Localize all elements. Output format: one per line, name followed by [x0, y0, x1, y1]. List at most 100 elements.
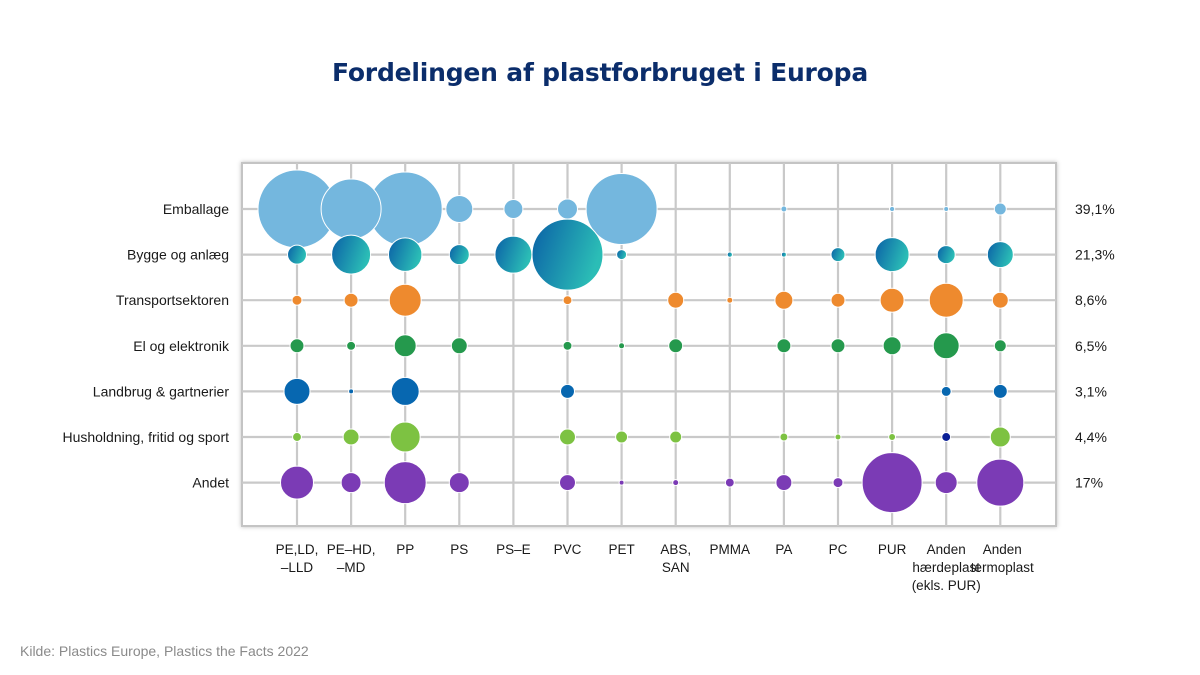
bubble-transportsektoren-col-8: [726, 296, 734, 304]
bubble-andet-col-13: [976, 458, 1025, 507]
bubble-emballage-col-4: [503, 199, 524, 219]
share-label: 21,3%: [1075, 247, 1115, 263]
bubble-bygge-og-anlæg-col-3: [448, 244, 470, 266]
share-label: 4,4%: [1075, 429, 1107, 445]
bubble-el-og-elektronik-col-10: [830, 338, 846, 354]
bubble-husholdning-fritid-og-sport-col-0: [292, 432, 302, 442]
bubble-transportsektoren-col-11: [879, 287, 905, 313]
bubble-transportsektoren-col-5: [562, 295, 573, 306]
column-label: PE–HD, –MD: [327, 542, 376, 575]
bubble-bygge-og-anlæg-col-4: [494, 235, 533, 274]
bubble-bygge-og-anlæg-col-5: [531, 218, 604, 291]
bubble-bygge-og-anlæg-col-2: [387, 237, 423, 272]
bubble-transportsektoren-col-7: [667, 291, 685, 309]
bubble-bygge-og-anlæg-col-10: [830, 247, 846, 263]
column-label: PE,LD, –LLD: [276, 542, 319, 575]
bubble-landbrug-gartnerier-col-0: [283, 377, 311, 405]
column-label: PC: [829, 542, 848, 557]
bubble-transportsektoren-col-1: [343, 292, 359, 308]
bubble-andet-col-8: [724, 477, 735, 488]
column-label: ABS, SAN: [660, 542, 691, 575]
bubble-transportsektoren-col-9: [774, 290, 794, 310]
bubble-andet-col-7: [672, 479, 680, 487]
bubble-el-og-elektronik-col-9: [776, 338, 792, 354]
column-label: PET: [608, 542, 634, 557]
bubble-andet-col-5: [559, 474, 576, 492]
bubble-husholdning-fritid-og-sport-col-7: [669, 430, 683, 444]
bubble-landbrug-gartnerier-col-5: [560, 383, 575, 399]
chart-title: Fordelingen af plastforbruget i Europa: [331, 58, 869, 87]
bubble-bygge-og-anlæg-col-8: [726, 251, 733, 258]
bubble-landbrug-gartnerier-col-13: [992, 383, 1008, 399]
share-label: 6,5%: [1075, 338, 1107, 354]
share-labels: 39,1% 21,3% 8,6% 6,5% 3,1% 4,4% 17%: [1075, 201, 1115, 491]
bubble-transportsektoren-col-10: [830, 292, 846, 308]
row-labels: Emballage Bygge og anlæg Transportsektoren…: [62, 201, 230, 491]
bubble-emballage-col-9: [780, 205, 788, 213]
bubble-husholdning-fritid-og-sport-col-10: [834, 433, 842, 441]
bubble-emballage-col-5: [557, 198, 578, 220]
bubble-bygge-og-anlæg-col-1: [331, 234, 372, 275]
bubble-andet-col-12: [934, 471, 958, 495]
bubble-el-og-elektronik-col-1: [346, 340, 357, 351]
share-label: 39,1%: [1075, 201, 1115, 217]
source-note: Kilde: Plastics Europe, Plastics the Fac…: [20, 643, 309, 659]
column-label: PA: [775, 542, 792, 557]
bubble-husholdning-fritid-og-sport-col-13: [989, 426, 1011, 448]
bubble-emballage-col-1: [320, 178, 382, 240]
bubble-transportsektoren-col-13: [991, 291, 1009, 309]
bubble-husholdning-fritid-og-sport-col-6: [615, 430, 629, 444]
row-label: Transportsektoren: [116, 292, 229, 308]
column-label: PMMA: [710, 542, 751, 557]
bubble-transportsektoren-col-12: [928, 282, 964, 318]
column-label: Anden hærdeplast (ekls. PUR): [912, 542, 981, 593]
bubble-emballage-col-6: [585, 173, 658, 245]
bubble-husholdning-fritid-og-sport-col-12: [941, 432, 952, 442]
bubble-andet-col-9: [775, 474, 793, 492]
bubble-el-og-elektronik-col-13: [993, 339, 1007, 353]
bubble-bygge-og-anlæg-col-0: [287, 244, 307, 265]
bubble-bygge-og-anlæg-col-11: [874, 237, 910, 273]
share-label: 3,1%: [1075, 383, 1107, 399]
bubble-andet-col-1: [340, 472, 362, 494]
bubble-landbrug-gartnerier-col-12: [940, 385, 952, 397]
bubble-el-og-elektronik-col-11: [882, 336, 902, 356]
row-label: Husholdning, fritid og sport: [62, 429, 229, 445]
bubble-emballage-col-13: [993, 202, 1007, 216]
bubble-el-og-elektronik-col-6: [618, 342, 626, 350]
bubble-bygge-og-anlæg-col-9: [780, 251, 787, 258]
bubble-el-og-elektronik-col-3: [450, 337, 468, 355]
bubble-husholdning-fritid-og-sport-col-1: [342, 428, 360, 446]
row-label: El og elektronik: [133, 338, 230, 354]
bubble-andet-col-3: [448, 472, 470, 494]
row-label: Emballage: [163, 201, 229, 217]
bubble-husholdning-fritid-og-sport-col-5: [559, 428, 576, 446]
bubble-emballage-col-11: [888, 205, 896, 213]
bubble-landbrug-gartnerier-col-1: [348, 388, 355, 395]
bubble-husholdning-fritid-og-sport-col-2: [389, 421, 421, 453]
row-label: Andet: [192, 475, 229, 491]
column-label: PS: [450, 542, 468, 557]
column-label: PS–E: [496, 542, 531, 557]
bubble-emballage-col-3: [445, 195, 474, 223]
bubble-el-og-elektronik-col-2: [393, 334, 417, 358]
bubble-husholdning-fritid-og-sport-col-9: [779, 432, 789, 442]
column-label: Anden termoplast: [971, 542, 1034, 575]
bubbles: [257, 169, 1025, 514]
bubble-landbrug-gartnerier-col-2: [390, 376, 420, 406]
bubble-andet-col-6: [618, 479, 625, 486]
bubble-el-og-elektronik-col-7: [668, 338, 684, 354]
column-label: PVC: [554, 542, 582, 557]
bubble-bygge-og-anlæg-col-13: [986, 241, 1014, 269]
bubble-bygge-og-anlæg-col-12: [936, 245, 956, 265]
column-label: PUR: [878, 542, 907, 557]
bubble-el-og-elektronik-col-12: [932, 332, 960, 360]
bubble-andet-col-0: [280, 465, 314, 500]
bubble-emballage-col-12: [943, 206, 950, 212]
row-label: Bygge og anlæg: [127, 247, 229, 263]
bubble-andet-col-11: [861, 452, 923, 514]
row-label: Landbrug & gartnerier: [93, 383, 230, 399]
column-label: PP: [396, 542, 414, 557]
